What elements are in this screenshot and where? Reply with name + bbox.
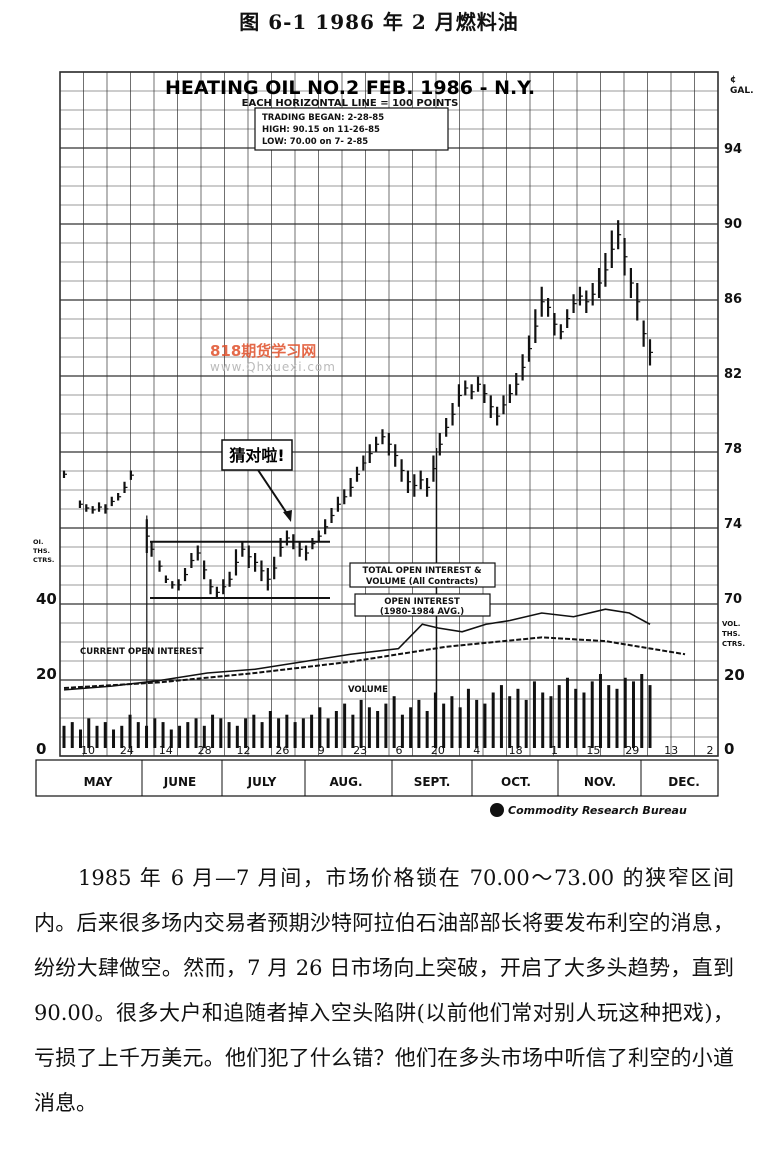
volume-tick-label: 0 <box>724 740 734 758</box>
info-line: HIGH: 90.15 on 11-26-85 <box>262 125 380 135</box>
volume-axis-label: CTRS. <box>722 640 745 648</box>
x-tick-label: 23 <box>353 744 367 757</box>
x-tick-label: 4 <box>473 744 480 757</box>
month-band <box>35 759 719 797</box>
source-logo: Commodity Research Bureau <box>490 803 687 817</box>
x-tick-label: 15 <box>586 744 600 757</box>
x-tick-label: 28 <box>198 744 212 757</box>
price-tick-label: 78 <box>724 442 742 457</box>
month-label: AUG. <box>329 775 362 789</box>
price-tick-label: 90 <box>724 217 742 232</box>
oi-axis-label: THS. <box>33 547 50 555</box>
legend-line: VOLUME (All Contracts) <box>366 577 478 587</box>
info-line: LOW: 70.00 on 7- 2-85 <box>262 137 368 147</box>
price-tick-label: 74 <box>724 517 742 532</box>
avg-open-interest-line <box>63 636 686 689</box>
oi-axis-label: CTRS. <box>33 556 54 564</box>
oi-tick-label: 0 <box>36 740 46 758</box>
current-oi-label: CURRENT OPEN INTEREST <box>80 647 204 657</box>
price-tick-label: 70 <box>724 592 742 607</box>
month-label: NOV. <box>584 775 616 789</box>
legend-box-avg-oi: OPEN INTEREST (1980-1984 AVG.) <box>354 593 491 617</box>
info-line: TRADING BEGAN: 2-28-85 <box>262 113 384 123</box>
legend-box-total-oi: TOTAL OPEN INTEREST & VOLUME (All Contra… <box>349 562 496 588</box>
x-tick-label: 1 <box>551 744 558 757</box>
caption: 1985 年 6 月—7 月间，市场价格锁在 70.00～73.00 的狭窄区间… <box>34 856 734 1126</box>
month-label: DEC. <box>668 775 700 789</box>
legend-line: TOTAL OPEN INTEREST & <box>363 566 483 576</box>
volume-axis-label: VOL. <box>722 620 740 628</box>
watermark: 818期货学习网 <box>210 342 317 360</box>
callout: 猜对啦! <box>221 439 293 522</box>
x-tick-label: 9 <box>318 744 325 757</box>
chart-title: HEATING OIL NO.2 FEB. 1986 - N.Y. <box>165 77 535 99</box>
figure-title: 图 6-1 1986 年 2 月燃料油 <box>239 10 519 34</box>
info-box: TRADING BEGAN: 2-28-85 HIGH: 90.15 on 11… <box>254 107 449 151</box>
heating-oil-chart: HEATING OIL NO.2 FEB. 1986 - N.Y. EACH H… <box>33 71 754 817</box>
oi-axis-label: OI. <box>33 538 43 546</box>
x-tick-label: 29 <box>625 744 639 757</box>
callout-text: 猜对啦! <box>228 446 284 465</box>
price-unit-label: ¢ <box>730 75 736 85</box>
oi-tick-label: 40 <box>36 590 57 608</box>
month-label: MAY <box>84 775 113 789</box>
month-label: SEPT. <box>414 775 451 789</box>
x-tick-label: 10 <box>81 744 95 757</box>
volume-label: VOLUME <box>348 685 388 695</box>
chart-grid <box>59 71 719 757</box>
source-text: Commodity Research Bureau <box>508 804 687 817</box>
volume-axis-label: THS. <box>722 630 740 638</box>
x-tick-label: 6 <box>396 744 403 757</box>
legend-line: (1980-1984 AVG.) <box>380 607 464 617</box>
legend-line: OPEN INTEREST <box>384 597 460 607</box>
price-unit-label: GAL. <box>730 86 754 96</box>
price-tick-label: 82 <box>724 367 742 382</box>
month-label: JULY <box>247 775 277 789</box>
chart-subtitle: EACH HORIZONTAL LINE = 100 POINTS <box>242 98 459 109</box>
current-open-interest-line <box>63 608 651 691</box>
watermark-url: www.Qhxuexi.com <box>210 360 336 374</box>
month-label: JUNE <box>163 775 196 789</box>
month-label: OCT. <box>501 775 531 789</box>
volume-tick-label: 20 <box>724 666 745 684</box>
price-tick-label: 94 <box>724 142 742 157</box>
oi-tick-label: 20 <box>36 665 57 683</box>
caption-paragraph: 1985 年 6 月—7 月间，市场价格锁在 70.00～73.00 的狭窄区间… <box>34 866 734 1115</box>
x-tick-label: 13 <box>664 744 678 757</box>
x-tick-label: 2 <box>707 744 714 757</box>
price-tick-label: 86 <box>724 292 742 307</box>
